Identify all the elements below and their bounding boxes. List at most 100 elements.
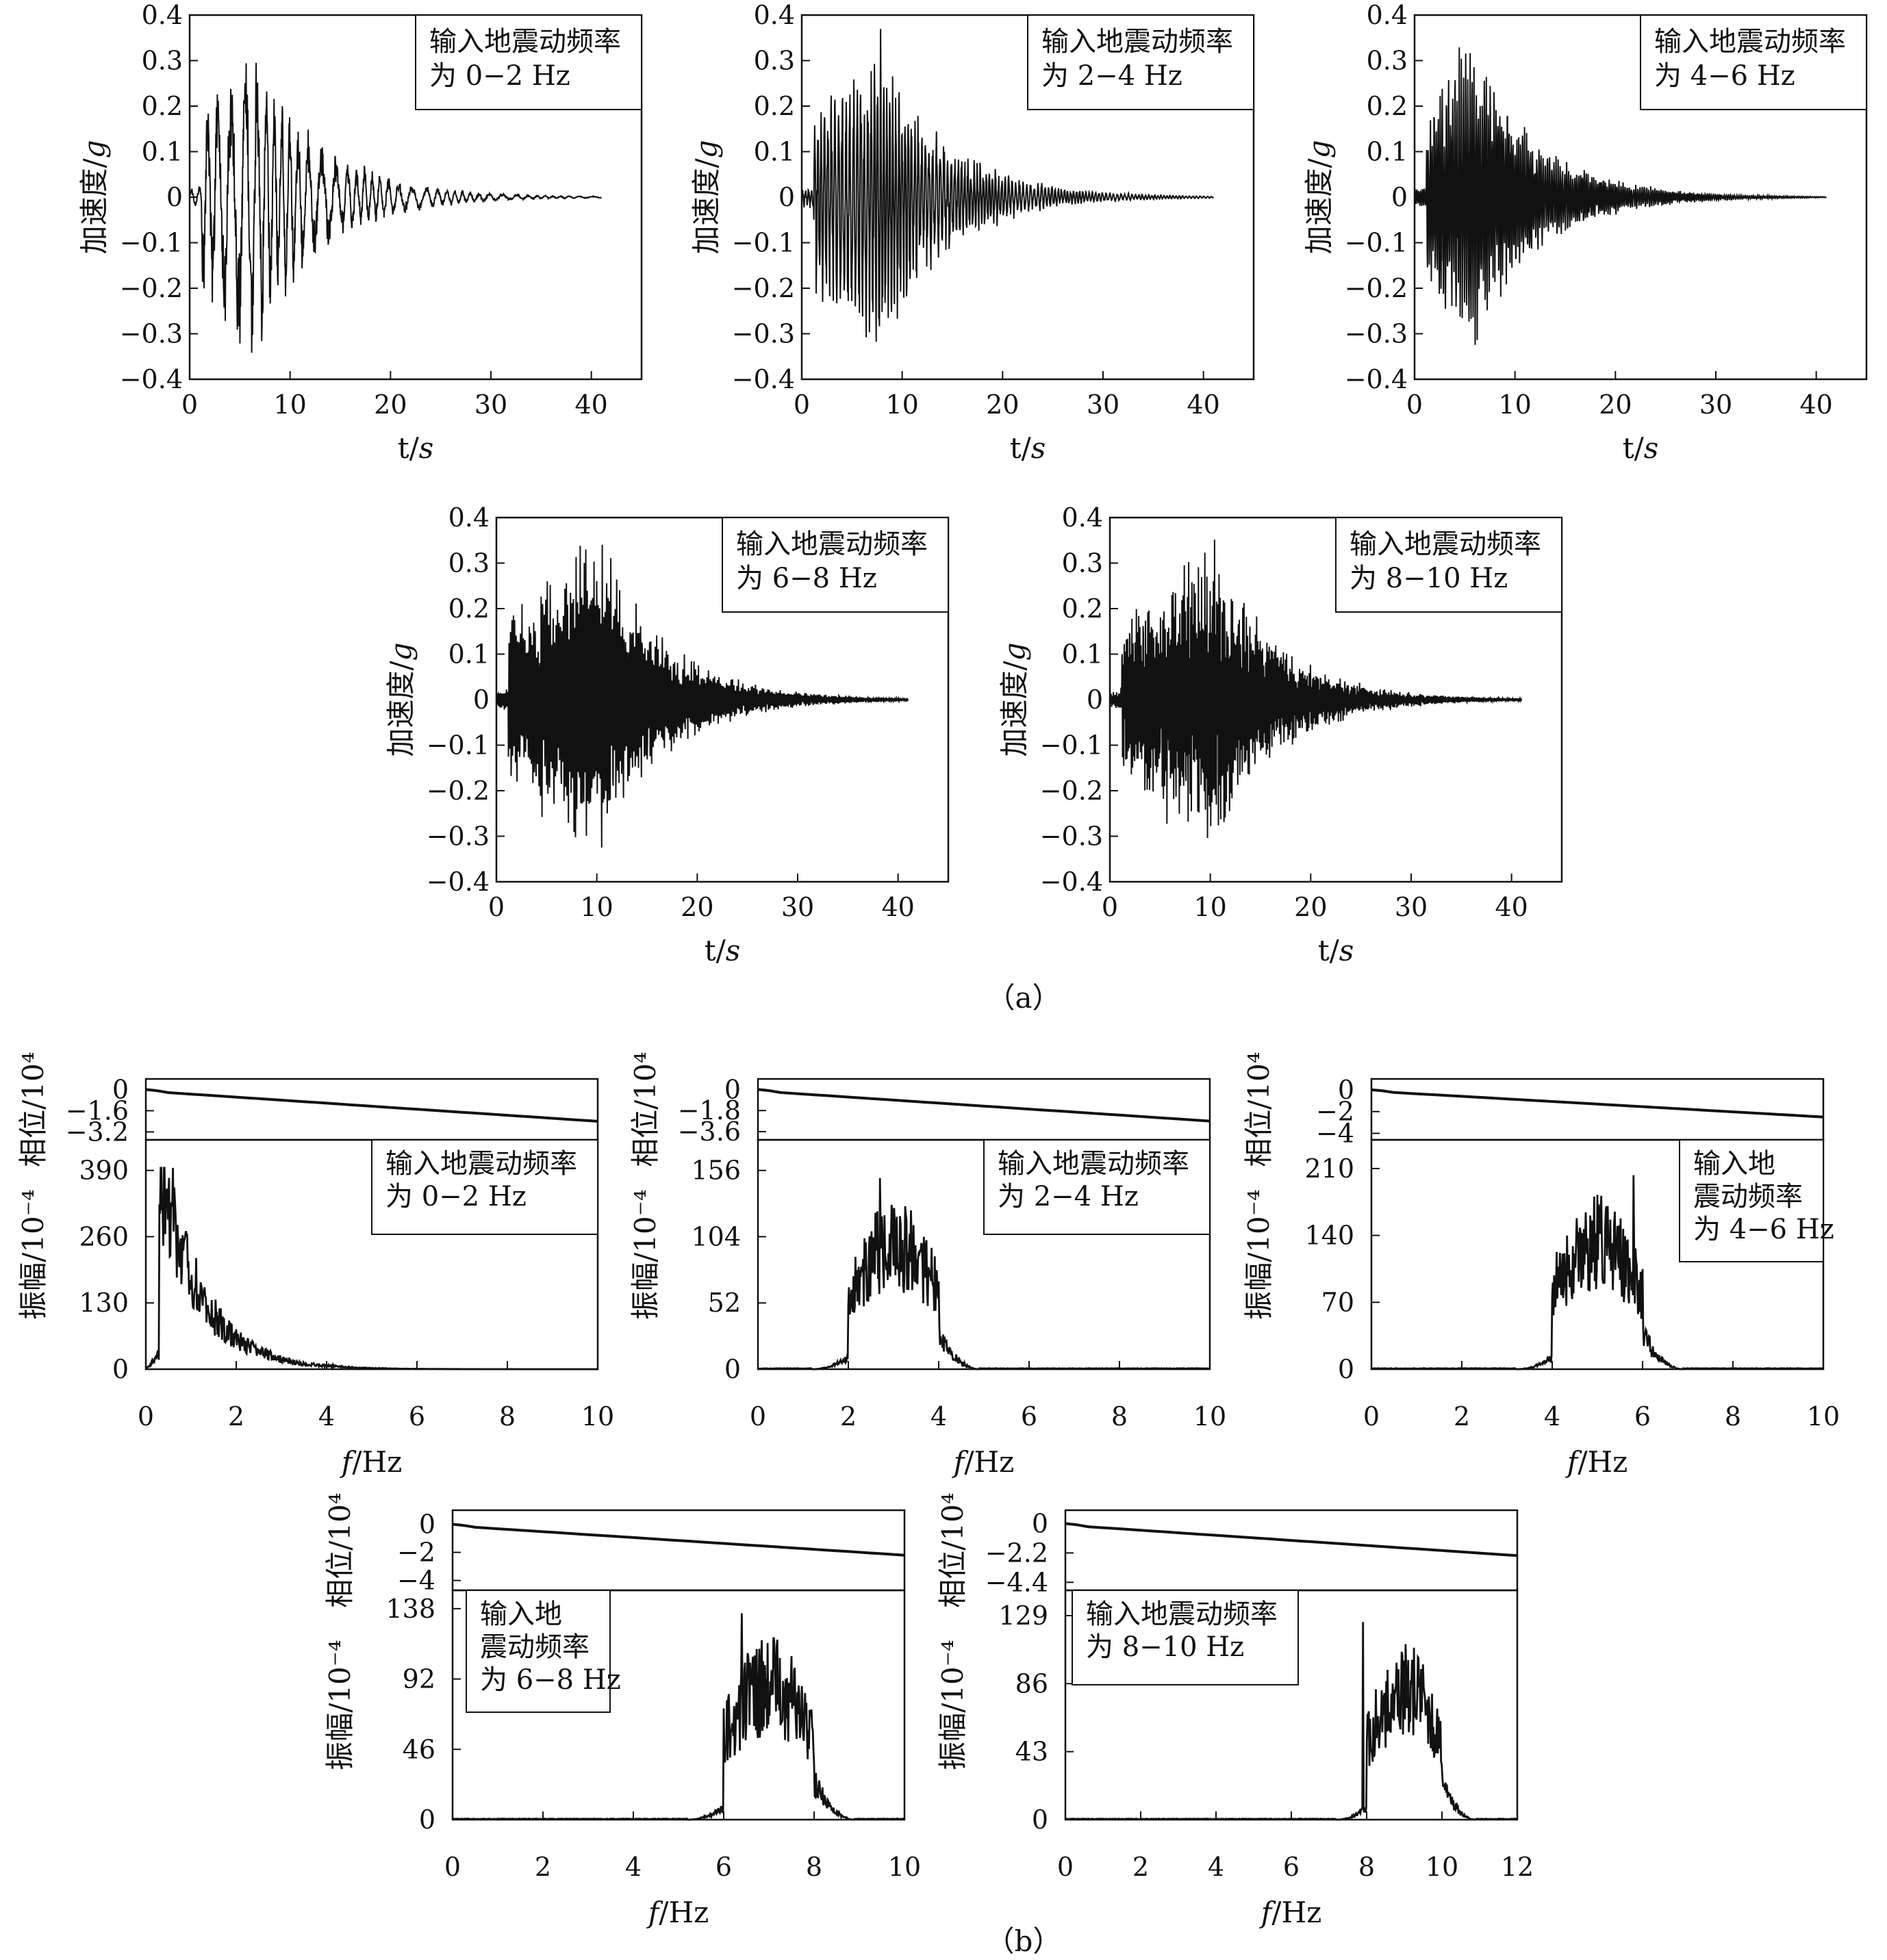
amplitude-axis-label: 振幅/10⁻⁴ <box>936 1640 970 1770</box>
y-tick-label: 0.4 <box>142 0 183 30</box>
x-axis-label: t/s <box>1010 431 1046 465</box>
y-tick-label: 0.2 <box>142 91 183 121</box>
amp-tick-label: 70 <box>1321 1287 1354 1317</box>
phase-tick-label: −4 <box>1316 1118 1354 1148</box>
x-tick-label: 10 <box>1193 892 1226 922</box>
legend-box <box>1679 1139 1824 1262</box>
accel-trace-5 <box>1109 539 1523 839</box>
x-tick-label: 40 <box>1799 390 1832 420</box>
legend-box <box>1072 1590 1299 1685</box>
phase-axis-label: 相位/10⁴ <box>629 1052 662 1167</box>
phase-frame <box>144 1078 599 1141</box>
y-tick-label: −0.1 <box>427 730 490 761</box>
amp-tick-label: 390 <box>79 1156 129 1186</box>
phase-tick-label: 0 <box>112 1074 129 1104</box>
phase-tick-label: −4 <box>397 1566 435 1596</box>
legend-text: 为 6−8 Hz <box>736 563 877 594</box>
y-tick-label: −0.4 <box>1040 867 1103 897</box>
amp-tick-label: 0 <box>419 1805 435 1835</box>
legend-text: 输入地震动频率 <box>1654 26 1846 58</box>
amp-tick-label: 0 <box>1338 1354 1354 1384</box>
legend-box <box>1027 14 1254 110</box>
x-tick-label: 4 <box>1208 1852 1224 1882</box>
y-axis-label: 加速度/g <box>384 642 418 756</box>
legend-box <box>722 517 949 613</box>
phase-tick-label: −3.6 <box>678 1117 741 1147</box>
x-tick-label: 12 <box>1501 1852 1534 1882</box>
x-tick-label: 2 <box>1132 1852 1149 1882</box>
x-tick-label: 4 <box>930 1401 947 1431</box>
phase-tick-label: 0 <box>1338 1075 1354 1105</box>
accel-chart-3: 0.40.30.20.10−0.1−0.2−0.3−0.40 10 20 30 40t/… <box>1302 0 1868 465</box>
amp-tick-label: 156 <box>691 1156 741 1186</box>
phase-trace-4 <box>452 1523 905 1557</box>
accel-chart-2: 0.40.30.20.10−0.1−0.2−0.3−0.40 10 20 30 40t/… <box>689 0 1255 465</box>
phase-tick-label: −4.4 <box>985 1567 1048 1597</box>
x-tick-label: 10 <box>888 1852 921 1882</box>
x-tick-label: 6 <box>715 1852 732 1882</box>
x-axis-label: t/s <box>705 934 741 967</box>
legend-text: 输入地震动频率 <box>998 1148 1189 1180</box>
amp-tick-label: 0 <box>112 1354 129 1384</box>
y-axis-label: 加速度/g <box>1302 140 1336 254</box>
x-tick-label: 10 <box>1807 1401 1840 1431</box>
x-tick-label: 6 <box>1283 1852 1300 1882</box>
x-tick-label: 40 <box>1495 892 1528 922</box>
x-axis-label: t/s <box>1623 431 1659 465</box>
phase-axis-label: 相位/10⁴ <box>1242 1052 1276 1167</box>
x-axis-label: f/Hz <box>1565 1445 1628 1479</box>
legend-box <box>371 1139 598 1235</box>
x-tick-label: 0 <box>1102 892 1118 922</box>
amp-tick-label: 0 <box>1032 1805 1048 1835</box>
x-tick-label: 10 <box>1426 1852 1458 1882</box>
legend-text: 震动频率 <box>1693 1181 1803 1212</box>
y-tick-label: 0.2 <box>1367 91 1408 121</box>
accel-trace-4 <box>496 544 909 848</box>
accel-chart-4: 0.40.30.20.10−0.1−0.2−0.3−0.40 10 20 30 40t/… <box>384 502 950 967</box>
y-tick-label: −0.4 <box>1345 364 1408 394</box>
legend-box <box>1335 517 1562 613</box>
x-tick-label: 10 <box>1498 390 1531 420</box>
x-tick-label: 6 <box>1634 1401 1651 1431</box>
amp-tick-label: 52 <box>708 1288 741 1318</box>
legend-text: 输入地震动频率 <box>429 26 621 58</box>
y-tick-label: −0.3 <box>732 319 795 349</box>
legend-text: 为 4−6 Hz <box>1654 60 1795 92</box>
phase-trace-5 <box>1065 1522 1518 1557</box>
phase-tick-label: 0 <box>419 1510 435 1540</box>
x-tick-label: 30 <box>474 390 507 420</box>
amp-tick-label: 130 <box>79 1288 129 1318</box>
phase-tick-label: 0 <box>724 1074 741 1104</box>
caption-a: （a） <box>986 981 1061 1015</box>
x-axis-label: f/Hz <box>1259 1896 1321 1929</box>
y-axis-label: 加速度/g <box>77 140 111 254</box>
y-axis-label: 加速度/g <box>998 642 1031 756</box>
y-tick-label: 0.3 <box>448 548 490 578</box>
amp-tick-label: 46 <box>403 1734 435 1764</box>
legend-text: 为 4−6 Hz <box>1693 1214 1834 1245</box>
y-tick-label: 0.3 <box>1062 548 1103 578</box>
y-tick-label: −0.1 <box>120 228 183 258</box>
legend-text: 输入地 <box>1693 1148 1775 1180</box>
x-tick-label: 0 <box>794 390 810 420</box>
y-tick-label: −0.3 <box>1345 319 1408 349</box>
x-tick-label: 10 <box>580 892 613 922</box>
x-tick-label: 20 <box>1599 390 1632 420</box>
amplitude-frame <box>451 1589 906 1821</box>
y-tick-label: 0.1 <box>142 137 183 167</box>
y-tick-label: 0.3 <box>1367 46 1408 76</box>
phase-trace-1 <box>145 1088 598 1123</box>
x-tick-label: 30 <box>1699 390 1732 420</box>
amp-tick-label: 260 <box>79 1221 129 1251</box>
x-tick-label: 4 <box>625 1852 642 1882</box>
y-tick-label: 0 <box>166 182 183 212</box>
y-tick-label: −0.3 <box>427 822 490 852</box>
phase-frame <box>757 1078 1211 1141</box>
y-tick-label: −0.3 <box>1040 822 1103 852</box>
amp-tick-label: 86 <box>1015 1668 1048 1698</box>
x-tick-label: 8 <box>1725 1401 1741 1431</box>
x-axis-label: f/Hz <box>952 1445 1014 1479</box>
y-tick-label: 0.2 <box>1062 594 1103 624</box>
